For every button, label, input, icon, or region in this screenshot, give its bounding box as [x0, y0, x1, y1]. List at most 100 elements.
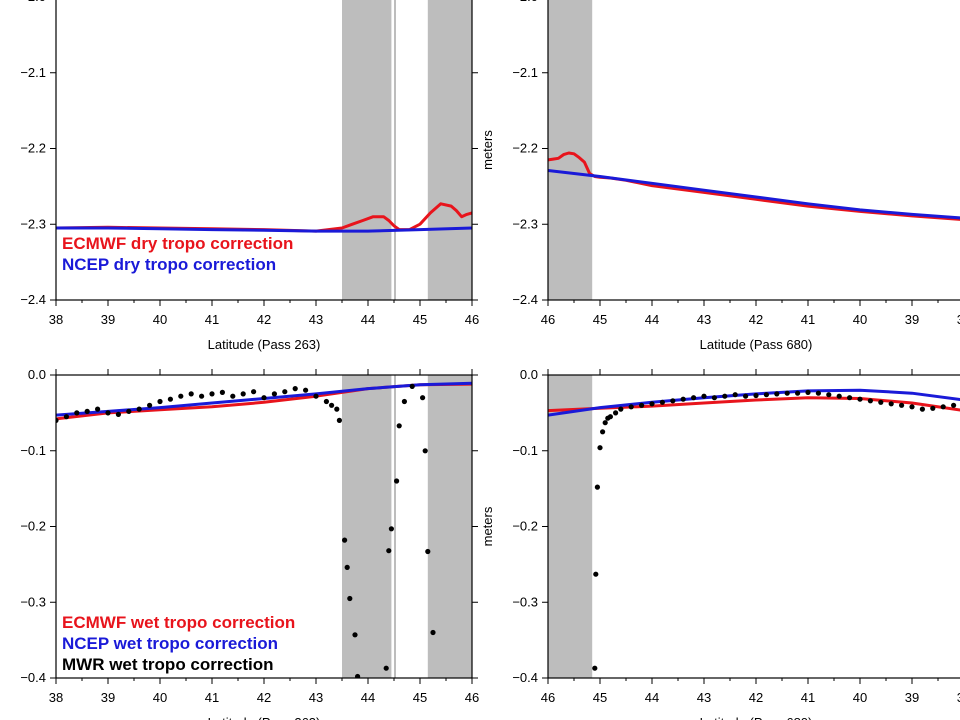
x-axis-label: Latitude (Pass 680): [700, 715, 813, 720]
data-point: [167, 396, 173, 402]
shaded-region: [342, 0, 392, 300]
data-point: [147, 402, 153, 408]
x-tick-label: 46: [465, 312, 479, 327]
shaded-region: [548, 0, 593, 300]
data-point: [313, 393, 319, 399]
panel-wet-pass-680: 46 45 44 43 42 41 40 39 38 −0.4 −0.3 −0.2 −0.1 0.0 Lat…: [480, 367, 960, 720]
y-tick-label: 0.0: [520, 367, 538, 382]
x-tick-label: 38: [957, 690, 960, 705]
y-tick-label: −2.0: [20, 0, 46, 4]
data-point: [409, 383, 415, 389]
legend-entry: ECMWF dry tropo correction: [62, 234, 293, 253]
shaded-regions: [342, 0, 472, 300]
data-point: [618, 406, 624, 412]
plot-frame: [547, 374, 960, 679]
data-point: [600, 429, 606, 435]
x-tick-label: 45: [593, 312, 607, 327]
shaded-regions: [548, 375, 593, 678]
data-point: [784, 390, 790, 396]
y-tick-label: −0.1: [512, 443, 538, 458]
data-point: [743, 393, 749, 399]
data-point: [951, 402, 957, 408]
data-point: [659, 399, 666, 405]
y-tick-label: −2.3: [512, 216, 538, 231]
data-point: [388, 526, 394, 532]
y-tick-label: −0.3: [20, 594, 46, 609]
data-point: [940, 404, 946, 410]
data-point: [888, 401, 894, 407]
data-point: [594, 484, 601, 490]
x-tick-label: 39: [101, 690, 115, 705]
data-point: [329, 402, 335, 408]
legend-entry: NCEP wet tropo correction: [62, 634, 278, 653]
x-tick-label: 40: [853, 312, 867, 327]
data-point: [649, 401, 655, 407]
x-tick-label: 40: [153, 690, 167, 705]
data-point: [251, 389, 257, 395]
data-point: [178, 393, 184, 399]
x-tick-label: 44: [645, 690, 659, 705]
data-point: [323, 398, 329, 405]
data-point: [344, 564, 350, 571]
panel-dry-pass-680: 46 45 44 43 42 41 40 39 38 −2.4 −2.3 −2.2 −2.1 −2.0 La…: [480, 0, 960, 352]
data-point: [763, 392, 770, 398]
data-point: [597, 445, 603, 451]
x-tick-label: 46: [541, 312, 555, 327]
y-tick-label: −2.4: [20, 292, 46, 307]
data-point: [336, 417, 342, 423]
data-point: [753, 392, 759, 399]
data-point: [919, 406, 926, 412]
data-point: [394, 478, 400, 484]
shaded-region: [427, 0, 472, 300]
x-tick-label: 42: [257, 690, 271, 705]
data-point: [670, 398, 676, 404]
y-tick-label: −0.1: [20, 443, 46, 458]
series-group: [56, 381, 472, 678]
y-axis-label: meters: [480, 506, 495, 546]
shaded-region: [548, 375, 593, 678]
shaded-region: [427, 375, 472, 678]
x-tick-label: 45: [593, 690, 607, 705]
y-tick-label: −0.4: [512, 670, 538, 685]
x-tick-label: 40: [153, 312, 167, 327]
x-tick-label: 43: [309, 690, 323, 705]
data-point: [691, 395, 697, 401]
data-point: [593, 571, 599, 577]
x-tick-label: 45: [413, 690, 427, 705]
y-tick-label: −0.3: [512, 594, 538, 609]
data-point: [240, 391, 246, 397]
data-point: [105, 410, 111, 416]
data-point: [836, 393, 842, 399]
data-point: [303, 387, 309, 393]
data-point: [292, 386, 298, 392]
series-line: [56, 226, 472, 233]
plot-frame: [55, 374, 473, 679]
data-point: [722, 393, 728, 399]
y-tick-label: −2.1: [512, 65, 538, 80]
x-tick-label: 39: [905, 690, 919, 705]
panel-wet-pass-263: 38 39 40 41 42 43 44 45 46 −0.4 −0.3 −0.2 −0.1 0.0 Lat…: [20, 367, 479, 720]
x-tick-label: 38: [49, 312, 63, 327]
plot-frame: [547, 0, 960, 301]
data-point: [136, 406, 142, 412]
series-group: [548, 388, 960, 671]
x-tick-label: 44: [645, 312, 659, 327]
y-tick-label: −0.2: [512, 519, 538, 534]
data-point: [628, 404, 634, 410]
data-point: [815, 390, 822, 396]
data-point: [115, 411, 121, 417]
y-tick-label: −0.2: [20, 519, 46, 534]
data-point: [701, 393, 707, 399]
series-line: [548, 151, 960, 221]
data-point: [199, 393, 205, 399]
data-point: [157, 398, 163, 405]
data-point: [422, 448, 428, 454]
data-point: [355, 673, 361, 678]
x-axis-label: Latitude (Pass 263): [208, 337, 321, 352]
data-point: [74, 410, 80, 416]
data-point: [63, 414, 69, 420]
panel-dry-pass-263: 38 39 40 41 42 43 44 45 46 −2.4 −2.3 −2.2 −2.1 −2.0 La…: [20, 0, 479, 352]
data-point: [425, 548, 431, 555]
data-point: [282, 389, 288, 395]
